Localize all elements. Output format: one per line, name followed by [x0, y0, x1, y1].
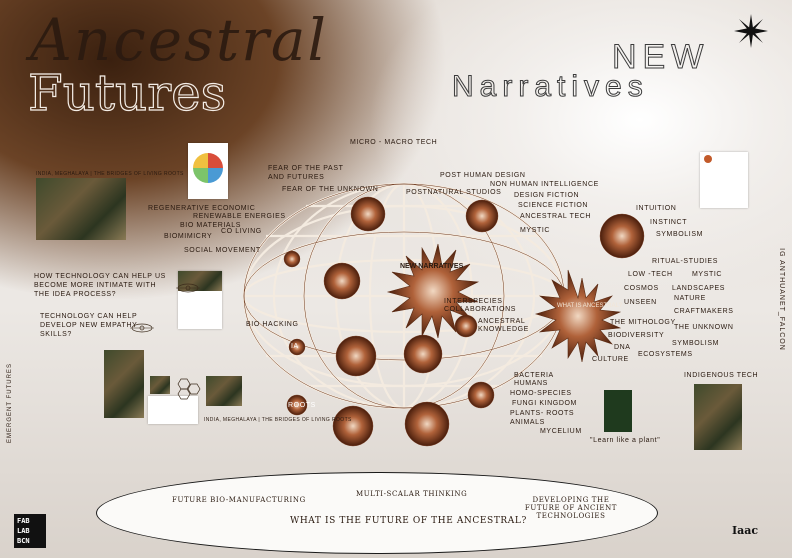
label-fear-unknown: Fear of the unknown [282, 186, 379, 193]
title-narratives: Narratives [452, 70, 649, 104]
label-low-tech: Low -Tech [628, 271, 673, 278]
label-culture: Culture [592, 356, 629, 363]
micro-macro-label: Micro - Macro tech [350, 139, 438, 146]
bubble-7 [454, 314, 478, 338]
label-science-fiction: Science fiction [518, 202, 589, 209]
bubble-2 [465, 199, 499, 233]
label-mycelium: Mycelium [540, 428, 582, 435]
label-animals: Animals [510, 419, 545, 426]
label-fear-past: Fear of the past and futures [268, 165, 344, 181]
book-planta-sapiens [604, 390, 632, 432]
label-bio-manufacturing: Future Bio-manufacturing [172, 496, 306, 504]
label-design-fiction: Design fiction [514, 192, 580, 199]
label-indigenous: Indigenous Tech [684, 372, 759, 379]
label-ecosystems: Ecosystems [638, 351, 693, 358]
title-new: NEW [611, 38, 710, 77]
bubble-roots [286, 394, 308, 416]
photo-roots-3 [206, 376, 242, 406]
label-social: Social movement [184, 247, 261, 254]
label-bio-hacking: Bio hacking [246, 321, 299, 328]
caption-india-1: India, Meghalaya | The Bridges Of Living… [36, 171, 184, 177]
label-post-human: Post human design [440, 172, 526, 179]
label-question-1: How technology can help us become more i… [34, 273, 166, 298]
bubble-3 [283, 250, 301, 268]
bubble-ancestral-tech [599, 213, 645, 259]
label-multi-scalar: Multi-scalar thinking [356, 490, 468, 498]
label-ancestral-knowledge: Ancestral knowledge [478, 318, 529, 333]
label-mithology: The Mithology [610, 319, 676, 326]
label-learn-like-a-plant: "Learn like a plant" [590, 437, 661, 444]
side-label-emergent: Emergent Futures [6, 363, 13, 443]
label-the-unknown: The unknown [674, 324, 734, 331]
label-humans: Humans [514, 380, 548, 387]
label-unseen: Unseen [624, 299, 657, 306]
label-fungi: Fungi Kingdom [512, 400, 577, 407]
label-homo: Homo-species [510, 390, 572, 397]
label-future-question: What is the future of the Ancestral? [290, 516, 527, 526]
thumb-article [178, 271, 222, 329]
photo-living-roots-bridge [36, 178, 126, 240]
label-craftmakers: Craftmakers [674, 308, 734, 315]
title-futures: Futures [27, 63, 227, 122]
label-mystic-top: Mystic [520, 227, 551, 234]
side-label-credit: IG Anthuanet_Falcon [777, 248, 785, 351]
photo-indigenous-tech [694, 384, 742, 450]
bubble-what-is-ancestral [534, 269, 622, 363]
label-nature: Nature [674, 295, 706, 302]
label-dna: DNA [614, 344, 631, 351]
eye-icon-1 [176, 283, 200, 293]
label-developing: Developing the future of ancient technol… [524, 496, 618, 520]
label-intuition: Intuition [636, 205, 677, 212]
label-symbolism-2: Symbolism [672, 340, 720, 347]
star-icon [734, 14, 768, 48]
thumb-ancestral-tech-card [700, 152, 748, 208]
label-roots: Roots [288, 402, 316, 409]
label-bio-materials: Bio materials [180, 222, 241, 229]
label-postnatural: PostNatural Studios [406, 189, 502, 196]
center-label: New Narratives [400, 263, 464, 270]
bubble-9 [332, 405, 374, 447]
label-renewable: Renewable energies [193, 213, 286, 220]
label-regenerative: Regenerative economic [148, 205, 256, 212]
label-landscapes: Landscapes [672, 285, 726, 292]
caption-india-2: India, Meghalaya | The Bridges Of Living… [204, 417, 352, 423]
bubble-4 [323, 262, 361, 300]
bubble-8 [467, 381, 495, 409]
bubble-5 [335, 335, 377, 377]
label-ancestral-tech: Ancestral Tech [520, 213, 592, 220]
eye-icon-2 [130, 323, 154, 333]
label-co-living: Co living [221, 228, 262, 235]
bottom-ellipse [96, 472, 658, 554]
label-cosmos: Cosmos [624, 285, 659, 292]
bubble-6 [403, 334, 443, 374]
bubble-ia [288, 338, 306, 356]
label-interspecies: Interspecies collaborations [444, 298, 517, 313]
label-ia: IA [291, 343, 299, 350]
label-bacteria: Bacteria [514, 372, 554, 379]
bubble-new-narratives [386, 243, 480, 339]
photo-roots-2 [150, 376, 170, 394]
label-biodiversity: Biodiversity [608, 332, 665, 339]
what-is-ancestral-label: What is Ancestral? [557, 303, 623, 309]
label-non-human: Non Human Intelligence [490, 181, 599, 188]
label-instinct: Instinct [650, 219, 688, 226]
label-plants: Plants- Roots [510, 410, 575, 417]
label-mystic: Mystic [692, 271, 723, 278]
honeycomb-icon [177, 378, 201, 400]
bubble-10 [404, 401, 450, 447]
label-symbolism: Symbolism [656, 231, 704, 238]
fablab-logo: FAB LAB BCN [14, 514, 46, 548]
iaac-logo: Iaac [732, 524, 759, 537]
label-biomimicry: Biomimicry [164, 233, 213, 240]
label-question-2: Technology can help develop new empathy … [40, 313, 138, 338]
thumb-book-cover [188, 143, 228, 199]
thumb-text-card [148, 396, 198, 424]
title-ancestral: Ancestral [30, 6, 328, 74]
bubble-1 [350, 196, 386, 232]
photo-roots-1 [104, 350, 144, 418]
label-ritual: Ritual-studies [652, 258, 718, 265]
